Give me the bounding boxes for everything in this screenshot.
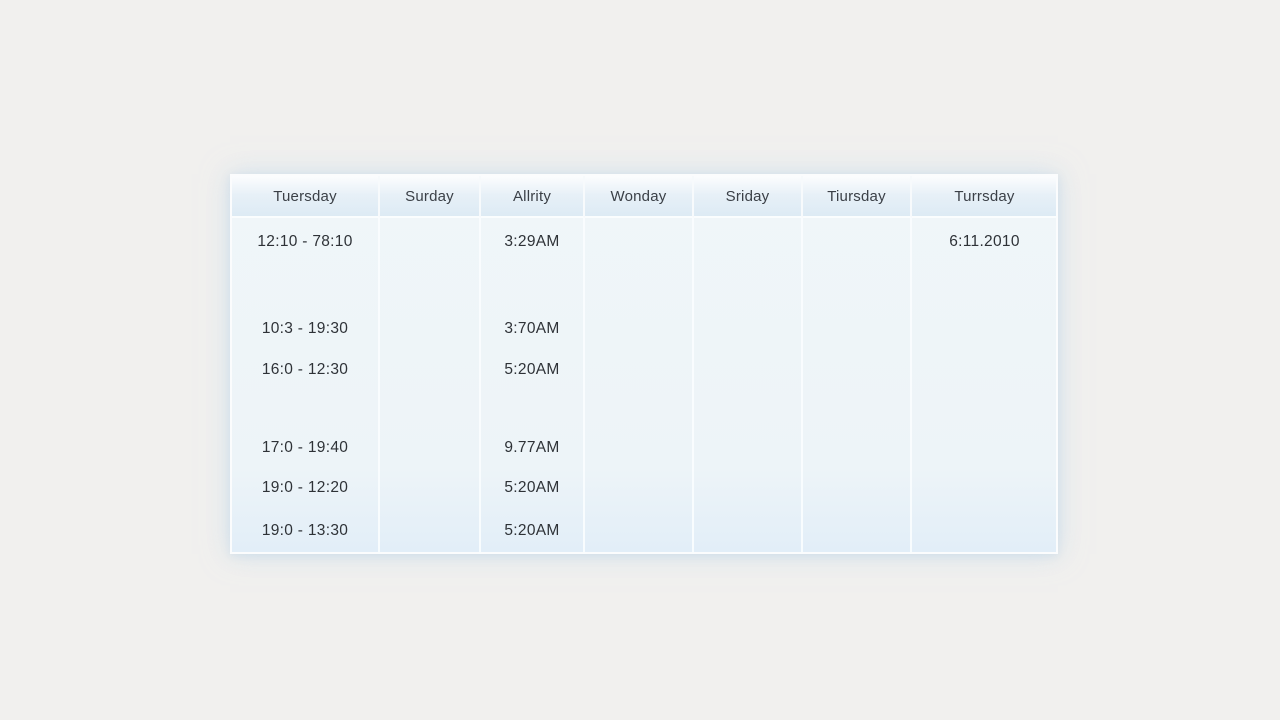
schedule-cell [232, 390, 380, 428]
schedule-cell [912, 428, 1057, 468]
column-header: Tuersday [232, 176, 380, 218]
column-header: Sriday [694, 176, 803, 218]
schedule-cell [912, 508, 1057, 554]
schedule-cell [380, 468, 481, 508]
table-row: 16:0 - 12:30 5:20AM [232, 350, 1056, 390]
column-header: Tiursday [803, 176, 912, 218]
schedule-cell: 12:10 - 78:10 [232, 218, 380, 266]
schedule-cell [694, 266, 803, 308]
table-body: 12:10 - 78:10 3:29AM 6:11.2010 10:3 - 19:30… [232, 218, 1056, 554]
schedule-cell [585, 266, 694, 308]
schedule-cell [803, 468, 912, 508]
table-row: 19:0 - 12:20 5:20AM [232, 468, 1056, 508]
schedule-cell [803, 350, 912, 390]
schedule-cell [380, 350, 481, 390]
table-row: 17:0 - 19:40 9.77AM [232, 428, 1056, 468]
schedule-cell: 19:0 - 12:20 [232, 468, 380, 508]
schedule-cell [380, 218, 481, 266]
schedule-cell: 10:3 - 19:30 [232, 308, 380, 350]
schedule-cell [694, 218, 803, 266]
schedule-cell [694, 308, 803, 350]
schedule-cell [694, 428, 803, 468]
column-header: Surday [380, 176, 481, 218]
schedule-cell [481, 266, 585, 308]
schedule-cell: 9.77AM [481, 428, 585, 468]
schedule-cell [803, 508, 912, 554]
schedule-cell: 17:0 - 19:40 [232, 428, 380, 468]
schedule-cell [912, 390, 1057, 428]
schedule-cell [803, 390, 912, 428]
schedule-cell: 5:20AM [481, 508, 585, 554]
schedule-cell: 3:70AM [481, 308, 585, 350]
table-row: 12:10 - 78:10 3:29AM 6:11.2010 [232, 218, 1056, 266]
schedule-cell: 5:20AM [481, 468, 585, 508]
schedule-cell [694, 508, 803, 554]
schedule-cell [694, 468, 803, 508]
table-header-row: Tuersday Surday Allrity Wonday Sriday Tiursda… [232, 176, 1057, 218]
schedule-cell: 3:29AM [481, 218, 585, 266]
schedule-cell [232, 266, 380, 308]
schedule-cell [585, 218, 694, 266]
schedule-cell [585, 350, 694, 390]
schedule-cell: 16:0 - 12:30 [232, 350, 380, 390]
schedule-cell [585, 308, 694, 350]
column-header: Turrsday [912, 176, 1057, 218]
table-row [232, 390, 1056, 428]
schedule-cell [380, 308, 481, 350]
schedule-cell: 5:20AM [481, 350, 585, 390]
table-row: 19:0 - 13:30 5:20AM [232, 508, 1056, 554]
schedule-cell [585, 428, 694, 468]
schedule-cell [912, 468, 1057, 508]
column-header: Wonday [585, 176, 694, 218]
schedule-cell: 19:0 - 13:30 [232, 508, 380, 554]
schedule-cell [380, 428, 481, 468]
schedule-cell [912, 266, 1057, 308]
schedule-cell [694, 350, 803, 390]
schedule-cell [912, 308, 1057, 350]
schedule-cell [380, 390, 481, 428]
schedule-cell [803, 218, 912, 266]
schedule-cell [803, 308, 912, 350]
schedule-cell: 6:11.2010 [949, 233, 1020, 250]
table-row: 10:3 - 19:30 3:70AM [232, 308, 1056, 350]
column-header: Allrity [481, 176, 585, 218]
schedule-cell [585, 390, 694, 428]
schedule-cell [585, 468, 694, 508]
schedule-cell [380, 266, 481, 308]
table-row [232, 266, 1056, 308]
schedule-table: Tuersday Surday Allrity Wonday Sriday Tiursda… [230, 174, 1058, 554]
schedule-cell [585, 508, 694, 554]
schedule-cell [694, 390, 803, 428]
schedule-cell [803, 266, 912, 308]
schedule-cell [481, 390, 585, 428]
schedule-cell [912, 350, 1057, 390]
schedule-cell [803, 428, 912, 468]
schedule-cell [380, 508, 481, 554]
